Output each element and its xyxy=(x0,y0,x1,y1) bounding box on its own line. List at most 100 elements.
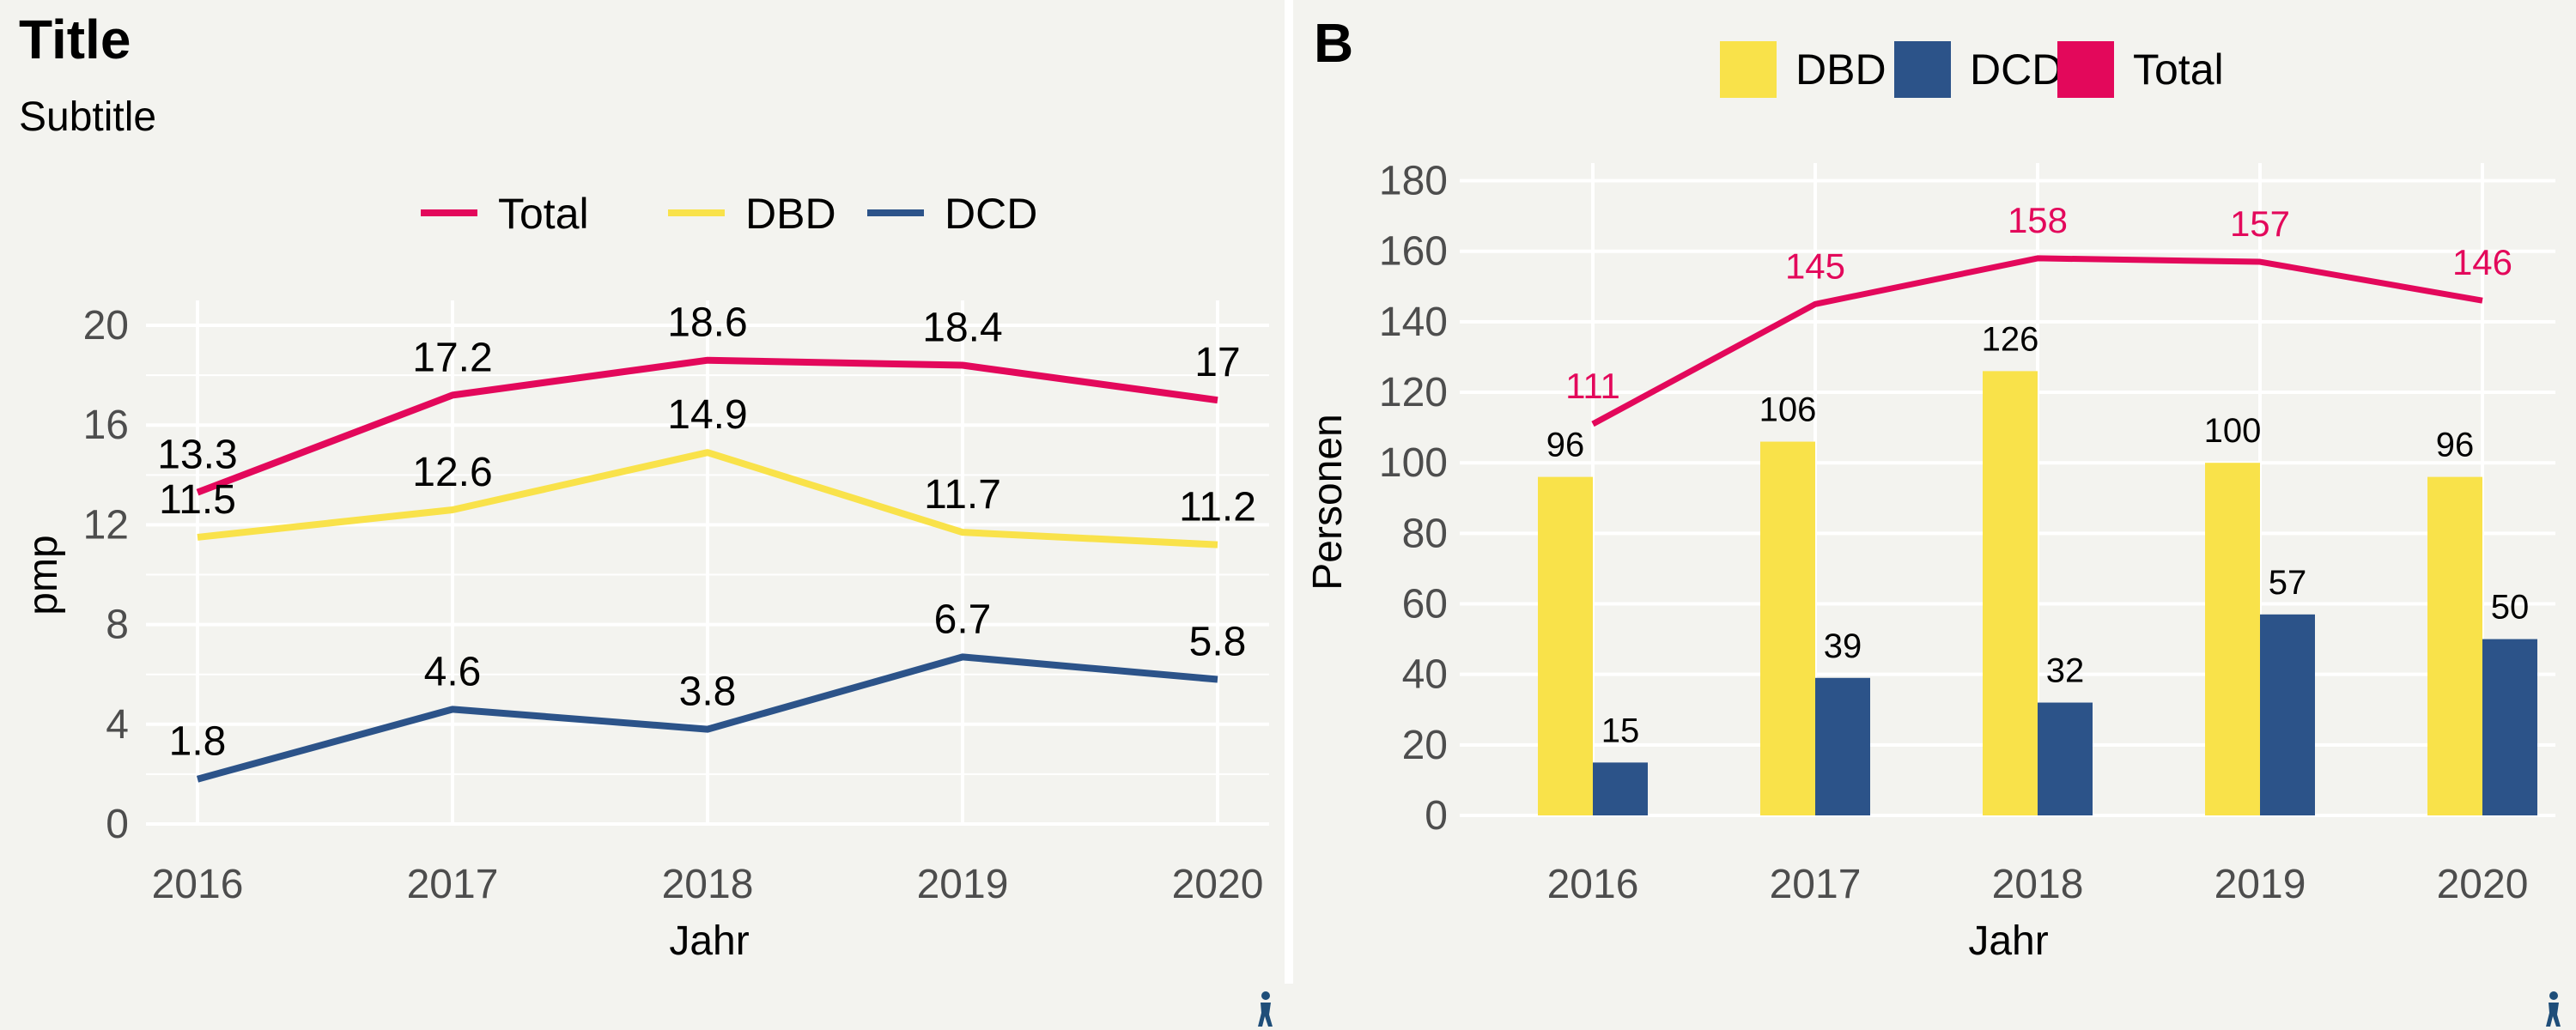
data-labels: 96 106 126 100 96 15 39 32 57 50 111 145 158 157 146 xyxy=(1546,200,2530,749)
total-value-label: 146 xyxy=(2452,242,2512,282)
data-label: 17.2 xyxy=(412,335,492,380)
data-label: 3.8 xyxy=(679,670,737,715)
bar-dbd xyxy=(1538,476,1593,815)
bar-value-label: 57 xyxy=(2269,564,2307,602)
bar-dbd xyxy=(1983,371,2038,815)
x-tick-label: 2016 xyxy=(152,862,244,907)
y-axis-label: pmp xyxy=(21,535,66,615)
data-label: 1.8 xyxy=(169,719,227,765)
panel-tag: B xyxy=(1314,12,1353,74)
legend: DBD DCD Total xyxy=(1720,41,2224,98)
y-axis-label: Personen xyxy=(1305,414,1351,590)
total-value-label: 158 xyxy=(2008,200,2068,240)
legend-swatch-dbd xyxy=(1720,41,1777,98)
legend-label: Total xyxy=(2133,45,2224,94)
grid xyxy=(146,300,1269,826)
data-label: 5.8 xyxy=(1189,620,1247,665)
data-label: 11.2 xyxy=(1179,485,1256,530)
total-value-label: 157 xyxy=(2230,203,2290,244)
bar-dcd xyxy=(2038,702,2093,815)
bar-value-label: 96 xyxy=(2436,427,2475,464)
bar-value-label: 126 xyxy=(1982,320,2039,358)
legend: Total DBD DCD xyxy=(421,190,1037,238)
bar-value-label: 32 xyxy=(2046,652,2085,690)
y-tick-label: 60 xyxy=(1402,582,1448,627)
bar-dcd xyxy=(1593,762,1648,815)
legend-label: DCD xyxy=(945,190,1037,238)
bar-value-label: 106 xyxy=(1759,391,1817,429)
panel-b: B Personen Jahr 0 20 40 60 80 100 120 140 160 180… xyxy=(1293,0,2576,984)
y-tick-label: 12 xyxy=(83,502,129,548)
data-label: 13.3 xyxy=(157,433,237,478)
y-tick-label: 0 xyxy=(106,802,129,847)
series-lines xyxy=(196,356,1218,783)
panel-a: Title Subtitle pmp Jahr 0 4 8 12 16 20 2016 201… xyxy=(0,0,1285,984)
data-label: 18.4 xyxy=(922,306,1002,351)
x-tick-label: 2017 xyxy=(407,862,499,907)
data-label: 14.9 xyxy=(667,392,747,438)
chart-subtitle: Subtitle xyxy=(19,94,156,140)
x-tick-label: 2020 xyxy=(1172,862,1264,907)
data-label: 6.7 xyxy=(934,597,992,642)
bar-dbd xyxy=(2205,463,2260,815)
x-tick-label: 2018 xyxy=(1992,862,2084,907)
data-label: 12.6 xyxy=(412,450,492,495)
chart-title: Title xyxy=(19,9,131,70)
bar-value-label: 50 xyxy=(2491,589,2530,627)
legend-swatch-dcd xyxy=(1894,41,1951,98)
bar-value-label: 39 xyxy=(1824,627,1862,665)
x-axis-label: Jahr xyxy=(1968,918,2048,964)
y-tick-label: 20 xyxy=(1402,723,1448,768)
y-tick-label: 160 xyxy=(1379,229,1448,275)
bar-value-label: 96 xyxy=(1546,427,1585,464)
y-tick-label: 180 xyxy=(1379,159,1448,204)
bar-chart-svg: B Personen Jahr 0 20 40 60 80 100 120 140 160 180… xyxy=(1305,12,2555,964)
bar-dcd xyxy=(2260,614,2315,815)
bar-dcd xyxy=(2482,639,2537,815)
x-tick-label: 2020 xyxy=(2437,862,2529,907)
person-logo-icon xyxy=(2546,991,2561,1027)
total-line xyxy=(1591,255,2483,427)
y-tick-label: 4 xyxy=(106,702,129,748)
y-tick-label: 16 xyxy=(83,403,129,448)
legend-label: DCD xyxy=(1970,45,2063,94)
series-line-dcd xyxy=(196,653,1218,783)
total-value-label: 145 xyxy=(1785,245,1845,286)
bars xyxy=(1538,371,2537,815)
data-labels: 13.3 17.2 18.6 18.4 17 11.5 12.6 14.9 11.7 11.2 1.… xyxy=(157,300,1256,765)
bar-value-label: 15 xyxy=(1601,712,1640,749)
axis-ticks: 0 4 8 12 16 20 2016 2017 2018 2019 2020 xyxy=(83,303,1264,907)
x-tick-label: 2019 xyxy=(2215,862,2306,907)
line-chart-svg: Title Subtitle pmp Jahr 0 4 8 12 16 20 2016 201… xyxy=(19,9,1269,964)
y-tick-label: 40 xyxy=(1402,652,1448,698)
data-label: 4.6 xyxy=(424,649,482,694)
x-tick-label: 2017 xyxy=(1770,862,1862,907)
legend-label: DBD xyxy=(1795,45,1886,94)
x-tick-label: 2019 xyxy=(917,862,1009,907)
bar-dbd xyxy=(2427,476,2482,815)
bar-value-label: 100 xyxy=(2204,412,2262,450)
y-tick-label: 120 xyxy=(1379,370,1448,415)
series-line-dbd xyxy=(197,449,1218,548)
total-value-label: 111 xyxy=(1565,366,1620,406)
data-label: 11.7 xyxy=(924,472,1001,518)
y-tick-label: 8 xyxy=(106,603,129,648)
x-axis-label: Jahr xyxy=(669,918,749,964)
bar-dbd xyxy=(1760,441,1815,815)
series-line-total xyxy=(1591,255,2483,427)
y-tick-label: 100 xyxy=(1379,440,1448,486)
y-tick-label: 0 xyxy=(1425,793,1448,839)
x-tick-label: 2018 xyxy=(662,862,754,907)
footer-bar xyxy=(0,984,2576,1030)
y-tick-label: 20 xyxy=(83,303,129,348)
series-line-total xyxy=(196,356,1218,496)
legend-label: Total xyxy=(498,190,589,238)
legend-label: DBD xyxy=(745,190,836,238)
axis-ticks: 0 20 40 60 80 100 120 140 160 180 2016 2017 2018 2019… xyxy=(1379,159,2528,907)
x-tick-label: 2016 xyxy=(1547,862,1639,907)
person-logo-icon xyxy=(1258,991,1273,1027)
data-label: 11.5 xyxy=(159,477,236,523)
data-label: 18.6 xyxy=(667,300,747,346)
y-tick-label: 140 xyxy=(1379,300,1448,345)
